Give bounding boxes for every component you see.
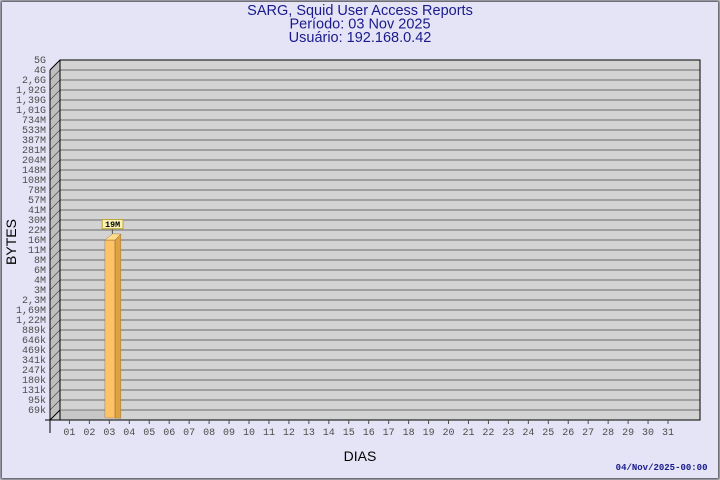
svg-text:11: 11 — [263, 428, 275, 439]
svg-text:14: 14 — [323, 428, 335, 439]
svg-text:17: 17 — [383, 428, 395, 439]
svg-text:04/Nov/2025-00:00: 04/Nov/2025-00:00 — [616, 463, 708, 473]
svg-text:21: 21 — [462, 428, 474, 439]
svg-text:23: 23 — [502, 428, 514, 439]
svg-text:29: 29 — [622, 428, 634, 439]
svg-text:13: 13 — [303, 428, 315, 439]
svg-text:19M: 19M — [105, 221, 120, 230]
svg-text:01: 01 — [63, 428, 75, 439]
svg-text:05: 05 — [143, 428, 155, 439]
svg-text:15: 15 — [343, 428, 355, 439]
svg-text:07: 07 — [183, 428, 195, 439]
svg-text:18: 18 — [403, 428, 415, 439]
svg-text:02: 02 — [83, 428, 95, 439]
svg-text:24: 24 — [522, 428, 534, 439]
svg-text:03: 03 — [103, 428, 115, 439]
svg-text:31: 31 — [662, 428, 674, 439]
svg-text:28: 28 — [602, 428, 614, 439]
svg-text:19: 19 — [423, 428, 435, 439]
svg-text:BYTES: BYTES — [3, 219, 19, 265]
svg-text:09: 09 — [223, 428, 235, 439]
svg-text:20: 20 — [443, 428, 455, 439]
svg-text:08: 08 — [203, 428, 215, 439]
svg-text:16: 16 — [363, 428, 375, 439]
svg-text:22: 22 — [482, 428, 494, 439]
svg-text:27: 27 — [582, 428, 594, 439]
svg-text:06: 06 — [163, 428, 175, 439]
svg-text:10: 10 — [243, 428, 255, 439]
svg-text:25: 25 — [542, 428, 554, 439]
svg-text:12: 12 — [283, 428, 295, 439]
svg-text:26: 26 — [562, 428, 574, 439]
svg-text:Usuário: 192.168.0.42: Usuário: 192.168.0.42 — [289, 30, 432, 46]
svg-text:69k: 69k — [28, 405, 46, 417]
svg-text:04: 04 — [123, 428, 135, 439]
svg-text:DIAS: DIAS — [344, 448, 377, 464]
svg-text:30: 30 — [642, 428, 654, 439]
